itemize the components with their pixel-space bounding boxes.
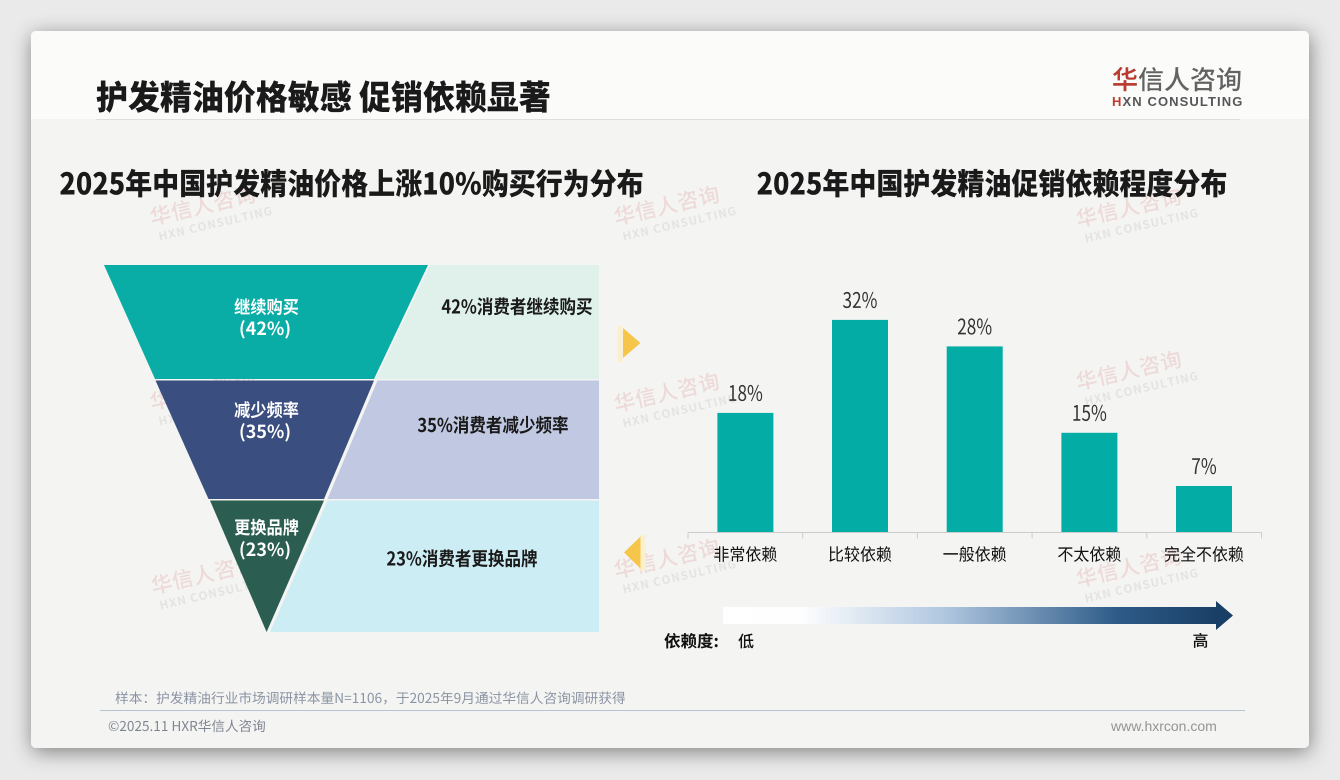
svg-text:www.hxrcon.com: www.hxrcon.com xyxy=(1110,718,1217,734)
svg-text:HXN CONSULTING: HXN CONSULTING xyxy=(1112,94,1243,109)
